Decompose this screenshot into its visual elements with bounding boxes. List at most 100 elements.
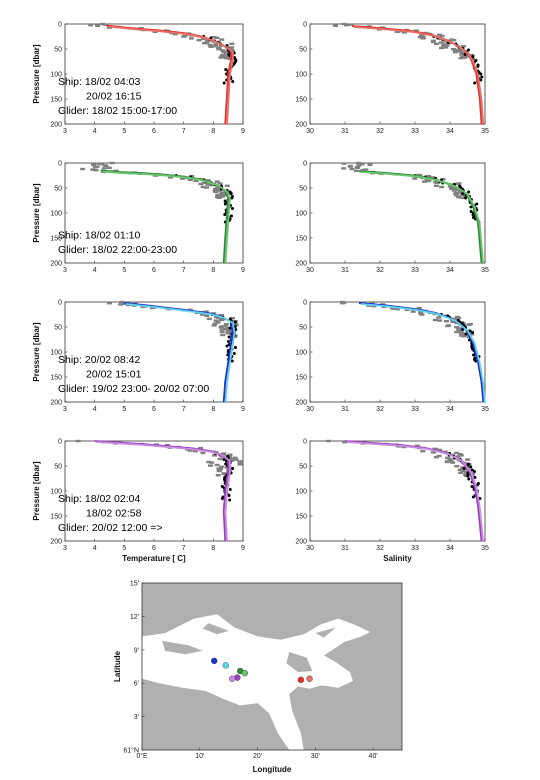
x-tick-label: 30: [306, 406, 314, 413]
glider-point: [434, 181, 440, 184]
map-box: [141, 582, 403, 751]
lon-tick-label: 0°E: [136, 752, 148, 760]
station-marker: [222, 662, 229, 669]
glider-point: [214, 180, 220, 183]
profile-line: [360, 171, 485, 265]
x-tick-label: 31: [341, 267, 349, 274]
ship-point: [223, 213, 227, 216]
profile-line: [96, 441, 231, 543]
glider-point: [419, 313, 425, 316]
ship-point: [467, 477, 471, 481]
glider-point: [416, 306, 422, 310]
y-tick-label: 150: [50, 375, 62, 382]
glider-point: [458, 471, 464, 474]
x-tick-label: 7: [182, 267, 186, 274]
glider-point: [434, 42, 440, 45]
glider-point: [371, 305, 377, 308]
glider-point: [404, 308, 410, 311]
glider-point: [216, 469, 222, 473]
glider-point: [103, 164, 109, 168]
island: [315, 627, 336, 638]
y-axis-label: Pressure [dbar]: [32, 183, 41, 242]
glider-point: [90, 168, 96, 171]
profile-line: [351, 25, 483, 125]
y-tick-label: 50: [54, 464, 62, 471]
lat-tick-label: 3': [134, 714, 139, 721]
ship-point: [473, 81, 477, 85]
glider-point: [227, 453, 233, 456]
glider-point: [227, 330, 233, 333]
glider-point: [223, 323, 229, 326]
glider-point: [218, 326, 224, 329]
glider-point: [205, 179, 211, 182]
glider-point: [168, 176, 174, 179]
glider-point: [459, 53, 465, 56]
x-tick-label: 5: [122, 128, 126, 135]
glider-point: [228, 46, 234, 49]
glider-point: [456, 182, 462, 185]
ship-point: [223, 202, 227, 206]
ship-point: [222, 458, 226, 461]
glider-point: [207, 464, 213, 467]
station-marker: [297, 676, 305, 684]
map-y-label: Latitude: [113, 650, 122, 682]
glider-point: [107, 302, 113, 305]
ship-point: [228, 498, 232, 502]
x-tick-label: 33: [411, 545, 419, 552]
glider-point: [218, 465, 224, 468]
glider-point: [75, 439, 81, 443]
glider-point: [223, 52, 229, 55]
glider-point: [200, 185, 206, 189]
ship-point: [470, 485, 474, 488]
salinity-panel-3: 30 31 32 33 34 35 0 50 100 150 200: [295, 300, 489, 414]
glider-point: [228, 459, 234, 462]
glider-point: [172, 33, 178, 36]
glider-point: [449, 187, 455, 190]
y-tick-label: 100: [295, 211, 307, 218]
x-tick-label: 7: [182, 545, 186, 552]
glider-point: [414, 444, 420, 447]
glider-point: [140, 305, 146, 308]
y-tick-label: 0: [303, 439, 307, 446]
y-tick-label: 0: [303, 300, 307, 307]
ship-point: [469, 465, 473, 469]
glider-point: [436, 454, 442, 458]
annotation-text: 20/02 15:01: [86, 369, 142, 381]
glider-point: [460, 45, 466, 48]
glider-point: [113, 169, 119, 172]
glider-point: [447, 185, 453, 188]
ship-point: [467, 190, 471, 194]
ship-point: [224, 68, 228, 71]
sea: [142, 614, 371, 750]
profile-line: [126, 303, 236, 404]
glider-point: [437, 319, 443, 322]
ship-point: [469, 210, 473, 213]
glider-point: [417, 36, 423, 39]
x-tick-label: 34: [446, 545, 454, 552]
glider-point: [394, 30, 400, 33]
station-marker: [234, 674, 241, 681]
x-tick-label: 8: [211, 267, 215, 274]
glider-point: [367, 163, 373, 166]
glider-point: [121, 302, 127, 305]
x-tick-label: 6: [152, 545, 156, 552]
glider-point: [220, 49, 226, 52]
y-tick-label: 50: [299, 464, 307, 471]
glider-point: [342, 441, 348, 444]
glider-point: [333, 24, 339, 27]
y-tick-label: 150: [295, 514, 307, 521]
lon-tick-label: 40': [369, 753, 378, 760]
glider-point: [439, 185, 445, 189]
glider-point: [214, 36, 220, 39]
glider-point: [224, 466, 230, 469]
lat-tick-label: 6': [134, 681, 139, 688]
x-tick-label: 35: [481, 406, 489, 413]
x-tick-label: 32: [376, 406, 384, 413]
glider-point: [215, 321, 221, 324]
ship-point: [226, 340, 230, 343]
x-tick-label: 5: [122, 406, 126, 413]
glider-point: [412, 177, 418, 180]
y-tick-label: 0: [58, 22, 62, 29]
ship-point: [461, 328, 465, 331]
